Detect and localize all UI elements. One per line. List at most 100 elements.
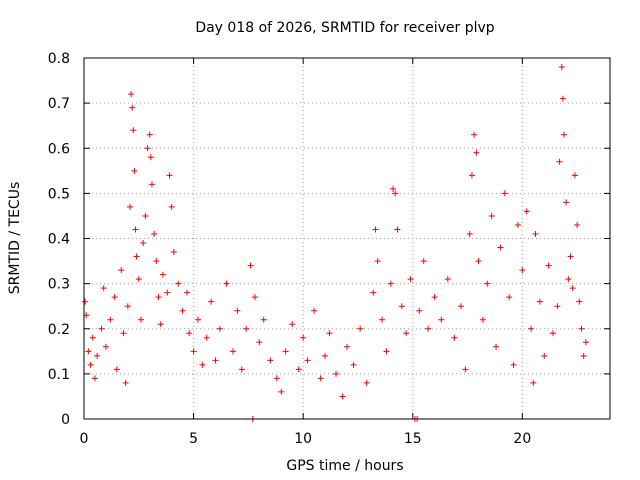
data-point bbox=[379, 316, 386, 323]
data-point bbox=[94, 352, 101, 359]
data-point bbox=[208, 298, 215, 305]
data-point bbox=[571, 172, 578, 179]
data-point bbox=[203, 334, 210, 341]
data-point bbox=[304, 357, 311, 364]
data-point bbox=[130, 127, 137, 134]
data-point bbox=[392, 190, 399, 197]
data-point bbox=[374, 258, 381, 265]
data-point bbox=[471, 131, 478, 138]
data-point bbox=[142, 212, 149, 219]
data-point bbox=[194, 316, 201, 323]
data-point bbox=[132, 226, 139, 233]
x-tick-label: 10 bbox=[294, 431, 312, 447]
data-point bbox=[514, 221, 521, 228]
data-point bbox=[582, 339, 589, 346]
data-point bbox=[85, 348, 92, 355]
data-point bbox=[256, 339, 263, 346]
data-point bbox=[311, 307, 318, 314]
y-axis-label: SRMTID / TECUs bbox=[7, 182, 23, 295]
data-point bbox=[506, 294, 513, 301]
data-point bbox=[260, 316, 267, 323]
data-point bbox=[168, 203, 175, 210]
data-point bbox=[133, 253, 140, 260]
data-point bbox=[407, 276, 414, 283]
data-point bbox=[473, 149, 480, 156]
y-tick-label: 0.1 bbox=[48, 367, 70, 383]
data-point bbox=[137, 316, 144, 323]
data-point bbox=[431, 294, 438, 301]
data-point bbox=[501, 190, 508, 197]
data-point bbox=[289, 321, 296, 328]
data-point bbox=[295, 366, 302, 373]
data-point bbox=[528, 325, 535, 332]
data-point bbox=[554, 303, 561, 310]
data-point bbox=[532, 230, 539, 237]
y-tick-label: 0.6 bbox=[48, 141, 70, 157]
data-point bbox=[190, 348, 197, 355]
data-point bbox=[370, 289, 377, 296]
data-point bbox=[317, 375, 324, 382]
grid-layer bbox=[84, 58, 610, 419]
data-point bbox=[155, 294, 162, 301]
data-point bbox=[383, 348, 390, 355]
data-point bbox=[151, 230, 158, 237]
data-point bbox=[91, 375, 98, 382]
y-tick-label: 0.8 bbox=[48, 51, 70, 67]
data-point bbox=[567, 253, 574, 260]
data-point bbox=[135, 276, 142, 283]
data-point bbox=[127, 203, 134, 210]
y-tick-label: 0.2 bbox=[48, 322, 70, 338]
x-tick-label: 5 bbox=[189, 431, 198, 447]
data-point bbox=[357, 325, 364, 332]
data-point bbox=[129, 104, 136, 111]
data-point bbox=[120, 330, 127, 337]
data-point bbox=[559, 95, 566, 102]
data-point bbox=[574, 221, 581, 228]
data-point bbox=[416, 307, 423, 314]
data-point bbox=[398, 303, 405, 310]
data-point bbox=[462, 366, 469, 373]
data-point bbox=[175, 280, 182, 287]
data-point bbox=[466, 230, 473, 237]
data-point bbox=[140, 240, 147, 247]
y-tick-label: 0 bbox=[61, 412, 70, 428]
data-point bbox=[420, 258, 427, 265]
data-point bbox=[339, 393, 346, 400]
data-point bbox=[216, 325, 223, 332]
data-point bbox=[282, 348, 289, 355]
data-point bbox=[146, 131, 153, 138]
data-point bbox=[212, 357, 219, 364]
data-point bbox=[113, 366, 120, 373]
data-point bbox=[475, 258, 482, 265]
data-point bbox=[153, 258, 160, 265]
data-point bbox=[333, 370, 340, 377]
data-point bbox=[387, 280, 394, 287]
y-tick-label: 0.4 bbox=[48, 232, 70, 248]
y-tick-label: 0.5 bbox=[48, 186, 70, 202]
x-axis-label: GPS time / hours bbox=[286, 458, 403, 474]
data-point bbox=[523, 208, 530, 215]
data-point bbox=[98, 325, 105, 332]
data-points bbox=[82, 64, 589, 422]
axis-ticks: 0 5 10 15 20 0 0.1 0.2 0.3 0.4 0.5 0.6 0.7 0.8 bbox=[48, 51, 610, 447]
data-point bbox=[541, 352, 548, 359]
data-point bbox=[497, 244, 504, 251]
data-point bbox=[558, 64, 565, 71]
data-point bbox=[438, 316, 445, 323]
data-point bbox=[444, 276, 451, 283]
data-point bbox=[243, 325, 250, 332]
data-point bbox=[230, 348, 237, 355]
data-point bbox=[578, 325, 585, 332]
data-point bbox=[576, 298, 583, 305]
data-point bbox=[107, 316, 114, 323]
data-point bbox=[510, 361, 517, 368]
data-point bbox=[148, 181, 155, 188]
data-point bbox=[223, 280, 230, 287]
data-point bbox=[128, 91, 135, 98]
data-point bbox=[519, 267, 526, 274]
data-point bbox=[247, 262, 254, 269]
data-point bbox=[363, 379, 370, 386]
y-tick-label: 0.3 bbox=[48, 277, 70, 293]
data-point bbox=[164, 289, 171, 296]
